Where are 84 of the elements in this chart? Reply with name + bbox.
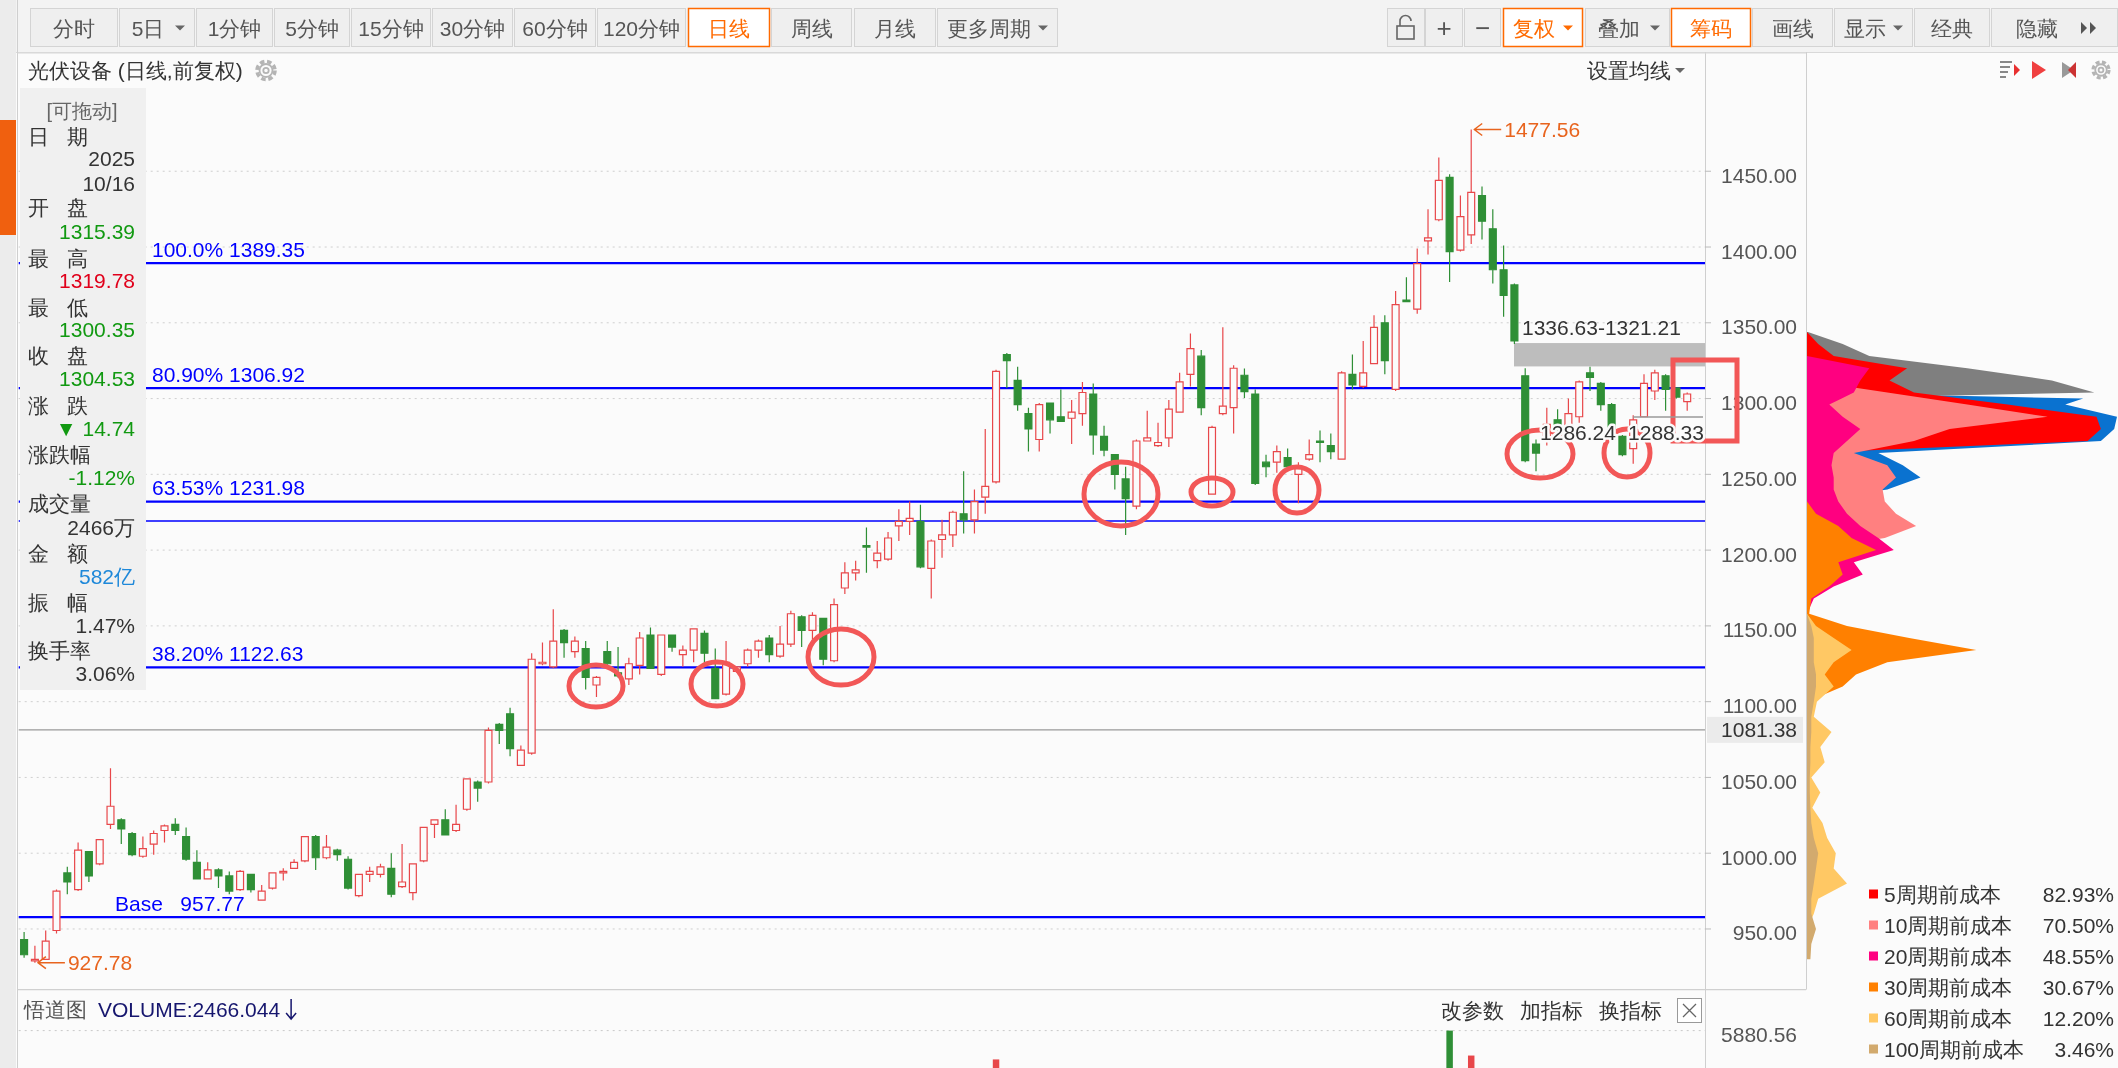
y-tick-label: 1400.00 bbox=[1721, 239, 1797, 263]
text: 120分钟 bbox=[602, 16, 681, 40]
ref-line-label: Base 957.77 bbox=[115, 891, 245, 915]
annotation: 927.78 bbox=[67, 951, 133, 975]
text: 12.20% bbox=[2042, 1006, 2114, 1030]
text: 经典 bbox=[1931, 16, 1973, 40]
text: 显示 bbox=[1843, 16, 1886, 40]
annotation: 收 盘 bbox=[28, 343, 88, 367]
annotation: 582亿 bbox=[78, 565, 135, 589]
annotation: 涨跌幅 bbox=[28, 443, 91, 466]
text: 加指标 bbox=[1519, 998, 1583, 1022]
annotation: [可拖动] bbox=[46, 99, 118, 122]
text: 60分钟 bbox=[522, 16, 588, 40]
annotation: -1.12% bbox=[68, 466, 135, 490]
ref-line-label: 63.53% 1231.98 bbox=[152, 476, 305, 500]
text: 15分钟 bbox=[358, 16, 424, 40]
annotation: ▼ 14.74 bbox=[55, 417, 136, 441]
annotation: 1304.53 bbox=[59, 367, 135, 391]
annotation: 82.93% bbox=[2042, 882, 2114, 906]
chart-title: 悟道图 bbox=[23, 997, 87, 1021]
legend-label: 10周期前成本 bbox=[1884, 913, 2013, 937]
text: 筹码 bbox=[1690, 16, 1732, 40]
annotation: 金 额 bbox=[28, 542, 88, 566]
y-tick-label: 1250.00 bbox=[1721, 466, 1797, 490]
ref-line-label: 100.0% 1389.35 bbox=[152, 237, 305, 261]
annotation: 1319.78 bbox=[59, 268, 135, 292]
text: 1分钟 bbox=[207, 16, 262, 40]
ref-line-label: 38.20% 1122.63 bbox=[152, 641, 304, 665]
text: 隐藏 bbox=[2015, 16, 2058, 40]
annotation: 3.06% bbox=[75, 661, 135, 685]
text: 30分钟 bbox=[439, 16, 506, 40]
text: 换指标 bbox=[1598, 998, 1662, 1022]
text: 日线 bbox=[708, 16, 750, 40]
text: 复权 bbox=[1513, 16, 1555, 40]
annotation: 70.50% bbox=[2042, 913, 2114, 937]
annotation: 成交量 bbox=[28, 492, 91, 516]
text: 月线 bbox=[874, 16, 916, 40]
text: 分时 bbox=[53, 16, 95, 40]
annotation: 日 期 bbox=[28, 124, 88, 148]
text: 叠加 bbox=[1597, 16, 1640, 40]
chart-title: 光伏设备 (日线,前复权) bbox=[28, 59, 243, 82]
text: 改参数 bbox=[1440, 998, 1504, 1022]
legend-label: 20周期前成本 bbox=[1884, 944, 2013, 968]
text: 更多周期 bbox=[946, 16, 1031, 40]
annotation: 设置均线 bbox=[1587, 59, 1671, 82]
text: 周线 bbox=[790, 16, 833, 40]
annotation: 换手率 bbox=[28, 639, 91, 663]
annotation: 30.67% bbox=[2042, 975, 2114, 999]
text: 5日 bbox=[131, 16, 165, 40]
annotation: 1315.39 bbox=[59, 219, 135, 243]
legend-label: 30周期前成本 bbox=[1884, 975, 2013, 999]
band-label: 1336.63-1321.21 bbox=[1522, 315, 1681, 339]
annotation: 1477.56 bbox=[1504, 117, 1581, 141]
y-tick-label: 950.00 bbox=[1732, 921, 1797, 945]
annotation: 开 盘 bbox=[28, 196, 88, 220]
annotation: 1300.35 bbox=[59, 318, 135, 341]
legend-label: 60周期前成本 bbox=[1884, 1006, 2013, 1030]
annotation: 1.47% bbox=[75, 613, 135, 637]
legend-label: 100周期前成本 bbox=[1884, 1037, 2025, 1061]
annotation: 最 低 bbox=[28, 295, 88, 319]
text: + bbox=[1436, 13, 1452, 43]
text: 3.46% bbox=[2054, 1037, 2114, 1061]
y-tick-label: 1200.00 bbox=[1721, 542, 1797, 566]
annotation: 2025 bbox=[88, 147, 135, 170]
annotation: 振 幅 bbox=[28, 591, 88, 615]
annotation: 最 高 bbox=[28, 246, 88, 270]
ref-line-label: 1081.38 bbox=[1721, 718, 1797, 742]
text: 5880.56 bbox=[1721, 1022, 1797, 1046]
annotation: 涨 跌 bbox=[28, 393, 88, 417]
chart-subtitle: VOLUME:2466.044 bbox=[98, 997, 281, 1021]
y-tick-label: 1000.00 bbox=[1721, 845, 1797, 869]
y-tick-label: 1350.00 bbox=[1721, 315, 1797, 339]
annotation: 2466万 bbox=[67, 516, 135, 540]
text: − bbox=[1474, 13, 1491, 43]
annotation: 48.55% bbox=[2042, 944, 2114, 968]
text: 5分钟 bbox=[285, 16, 339, 40]
annotation: 10/16 bbox=[82, 171, 135, 195]
text: 画线 bbox=[1771, 16, 1814, 40]
y-tick-label: 1050.00 bbox=[1721, 769, 1797, 793]
y-tick-label: 1150.00 bbox=[1722, 618, 1797, 642]
legend-label: 5周期前成本 bbox=[1884, 882, 2001, 906]
y-tick-label: 1450.00 bbox=[1721, 163, 1797, 187]
ref-line-label: 80.90% 1306.92 bbox=[152, 362, 305, 386]
y-tick-label: 1100.00 bbox=[1722, 694, 1797, 718]
